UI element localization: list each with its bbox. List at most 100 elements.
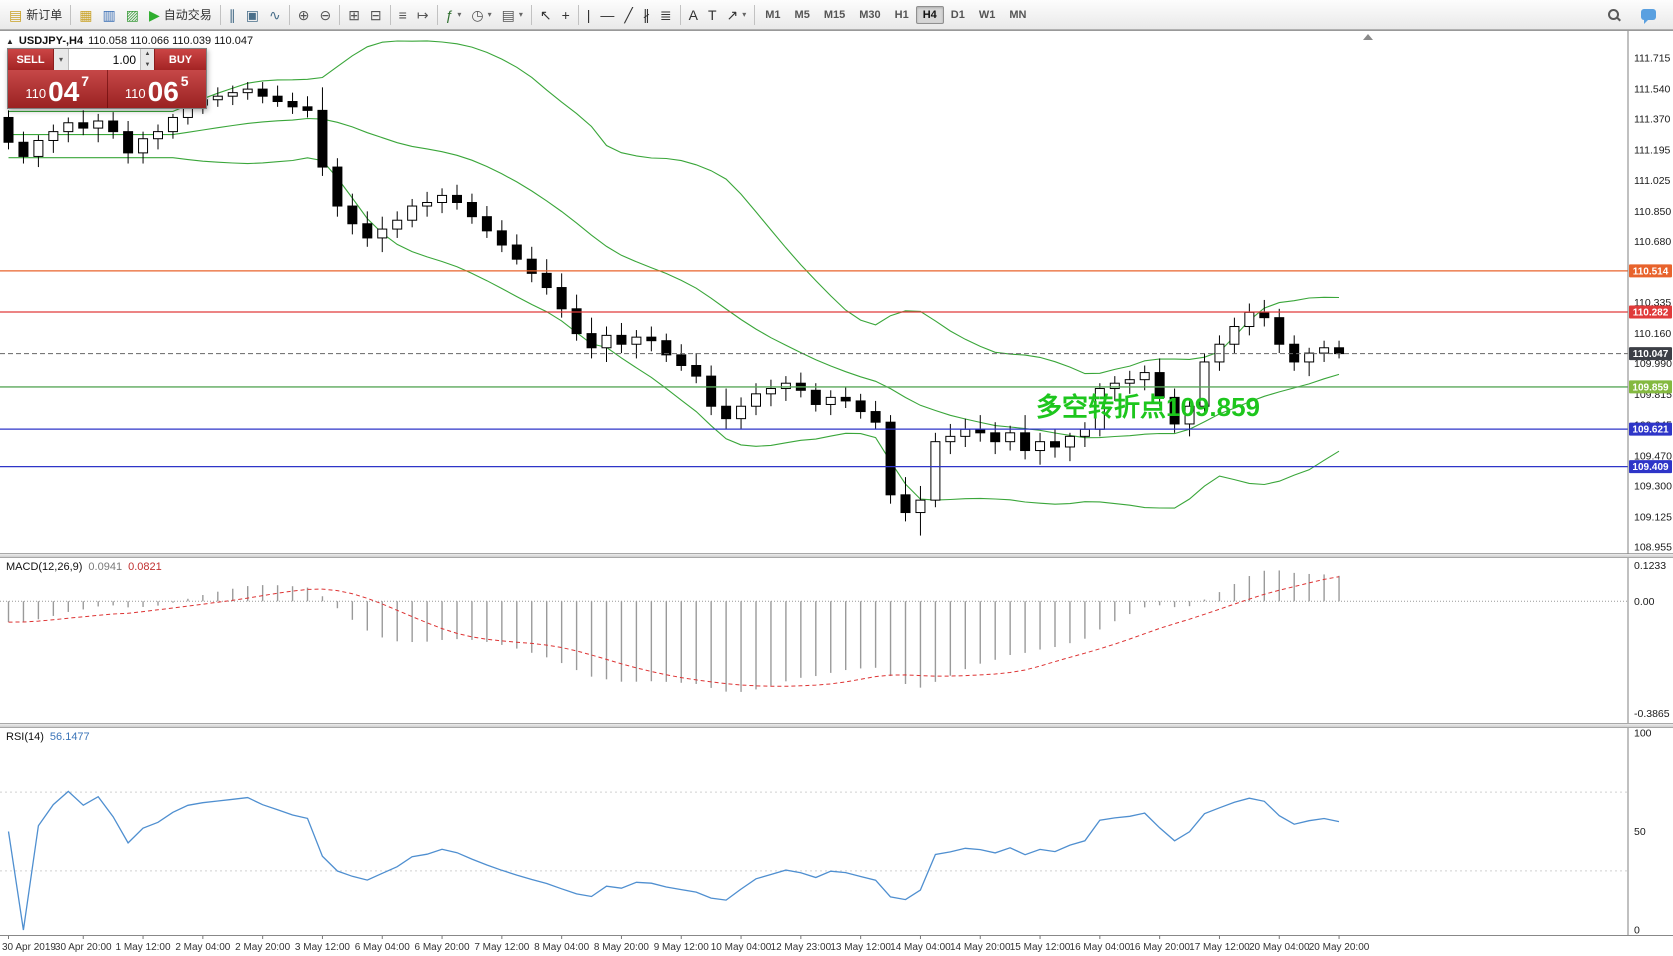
chart-shift-button[interactable]: ↦ (412, 4, 434, 26)
toolbar-separator (530, 4, 532, 25)
order-type-dropdown[interactable]: ▾ (54, 49, 69, 70)
fibonacci-icon: ≣ (659, 6, 672, 23)
clock-icon: ◷ (471, 6, 484, 23)
candlestick-chart-button[interactable]: ▣ (241, 4, 264, 26)
tile-windows-icon: ⊞ (348, 6, 360, 23)
time-label: 17 May 12:00 (1189, 942, 1250, 953)
timeframe-m1[interactable]: M1 (758, 6, 787, 24)
buy-button[interactable]: BUY (154, 49, 206, 70)
macd-canvas[interactable]: 0.1233 0.00 -0.3865 (0, 558, 1673, 723)
timeframe-mn[interactable]: MN (1002, 6, 1033, 24)
sell-price-button[interactable]: 110 04 7 (8, 70, 107, 108)
periods-button[interactable]: ◷ ▾ (466, 4, 496, 26)
sell-button[interactable]: SELL (8, 49, 54, 70)
volume-input[interactable] (69, 49, 140, 70)
candles (3, 82, 1345, 536)
auto-arrange-button[interactable]: ≡ (394, 4, 412, 26)
indicators-button[interactable]: ƒ ▾ (441, 4, 467, 26)
svg-text:111.370: 111.370 (1634, 114, 1671, 126)
rsi-splitter[interactable] (0, 723, 1673, 728)
time-label: 2 May 20:00 (235, 942, 290, 953)
timeframe-m15[interactable]: M15 (817, 6, 852, 24)
volume-increase-button[interactable]: ▲ (141, 49, 154, 60)
horizontal-line-icon: ― (600, 6, 615, 23)
toolbar-separator (389, 4, 391, 25)
search-button[interactable] (1602, 4, 1626, 26)
cascade-windows-icon: ⊟ (369, 6, 382, 23)
new-order-button[interactable]: ▤ 新订单 (4, 4, 67, 26)
horizontal-line-button[interactable]: ― (595, 4, 619, 26)
time-label: 14 May 20:00 (950, 942, 1011, 953)
volume-decrease-button[interactable]: ▼ (141, 59, 154, 70)
arrows-button[interactable]: ↗ ▾ (722, 4, 752, 26)
buy-price-button[interactable]: 110 06 5 (106, 70, 207, 108)
timeframe-h1[interactable]: H1 (888, 6, 916, 24)
buy-price-big: 06 (147, 76, 179, 108)
buy-price-sup: 5 (180, 73, 189, 89)
svg-text:110.514: 110.514 (1633, 266, 1669, 277)
svg-text:109.300: 109.300 (1634, 480, 1672, 492)
rsi-canvas[interactable]: 100 50 0 (0, 728, 1673, 935)
arrow-icon: ↗ (726, 6, 739, 23)
time-label: 16 May 04:00 (1070, 942, 1131, 953)
template-icon: ▤ (501, 6, 515, 23)
svg-text:50: 50 (1634, 826, 1646, 838)
zoom-in-button[interactable]: ⊕ (293, 4, 315, 26)
vertical-line-icon: | (586, 6, 591, 23)
navigator-icon: ▥ (102, 6, 116, 23)
chevron-down-icon: ▾ (742, 10, 747, 19)
chevron-down-icon: ▾ (457, 10, 462, 19)
one-click-trading-panel: SELL ▾ ▲ ▼ BUY 110 04 7 110 06 5 (7, 48, 207, 109)
timeframe-w1[interactable]: W1 (972, 6, 1003, 24)
arrange-icon: ≡ (398, 6, 407, 23)
sell-price-prefix: 110 (25, 86, 47, 101)
channel-button[interactable]: ∦ (638, 4, 655, 26)
symbol-ohlc: 110.058 110.066 110.039 110.047 (88, 35, 254, 47)
navigator-button[interactable]: ▥ (97, 4, 120, 26)
timeframe-m5[interactable]: M5 (788, 6, 817, 24)
terminal-button[interactable]: ▨ (121, 4, 144, 26)
bar-chart-icon: ∥ (228, 6, 236, 23)
text-icon: A (688, 6, 698, 23)
chat-button[interactable] (1636, 4, 1661, 26)
macd-label: MACD(12,26,9) 0.0941 0.0821 (6, 561, 162, 573)
main-chart-canvas[interactable]: 多空转折点109.859 111.715 111.540 111.370 111.195… (0, 31, 1673, 554)
chart-annotation[interactable]: 多空转折点109.859 (1036, 392, 1260, 422)
time-label: 7 May 12:00 (474, 942, 529, 953)
timeframe-m30[interactable]: M30 (852, 6, 887, 24)
chevron-down-icon: ▾ (58, 55, 63, 64)
timeframe-h4[interactable]: H4 (915, 5, 944, 24)
auto-trading-button[interactable]: ▶ 自动交易 (144, 4, 217, 26)
tile-windows-button[interactable]: ⊞ (343, 4, 365, 26)
label-button[interactable]: T (703, 4, 722, 26)
text-button[interactable]: A (684, 4, 703, 26)
time-label: 16 May 20:00 (1129, 942, 1190, 953)
level-lines[interactable] (0, 270, 1628, 468)
bar-chart-button[interactable]: ∥ (224, 4, 241, 26)
zoom-out-button[interactable]: ⊖ (314, 4, 336, 26)
symbol-info: ▲ USDJPY-,H4 110.058 110.066 110.039 110… (6, 35, 253, 47)
market-watch-button[interactable]: ▦ (74, 4, 97, 26)
timeframe-d1[interactable]: D1 (944, 6, 972, 24)
trendline-button[interactable]: ╱ (619, 4, 637, 26)
crosshair-button[interactable]: + (557, 4, 575, 26)
symbol-title: USDJPY-,H4 (18, 35, 84, 47)
auto-trading-button-label: 自动交易 (163, 8, 212, 22)
macd-histogram (7, 570, 1340, 692)
vertical-line-button[interactable]: | (582, 4, 596, 26)
svg-text:109.125: 109.125 (1634, 511, 1672, 523)
rsi-label: RSI(14) 56.1477 (6, 731, 90, 743)
new-order-button-label: 新订单 (26, 8, 63, 22)
rsi-axis: 100 50 0 (1627, 728, 1652, 935)
templates-button[interactable]: ▤ ▾ (497, 4, 528, 26)
sell-price-sup: 7 (81, 73, 90, 89)
cursor-button[interactable]: ↖ (535, 4, 557, 26)
fibonacci-button[interactable]: ≣ (655, 4, 677, 26)
line-chart-button[interactable]: ∿ (264, 4, 286, 26)
toolbar-separator (219, 4, 221, 25)
collapse-arrow-icon[interactable]: ▲ (6, 36, 14, 46)
sell-price-big: 04 (48, 76, 80, 108)
macd-splitter[interactable] (0, 553, 1673, 558)
toolbar: ▤ 新订单 ▦ ▥ ▨ ▶ 自动交易 ∥ ▣ ∿ ⊕ ⊖ ⊞ ⊟ ≡ ↦ ƒ ▾ ◷ ▾ ▤ ▾ ↖ + | ― ╱ ∦ ≣ A T ↗ ▾ M1… (0, 0, 1673, 30)
cascade-windows-button[interactable]: ⊟ (365, 4, 387, 26)
